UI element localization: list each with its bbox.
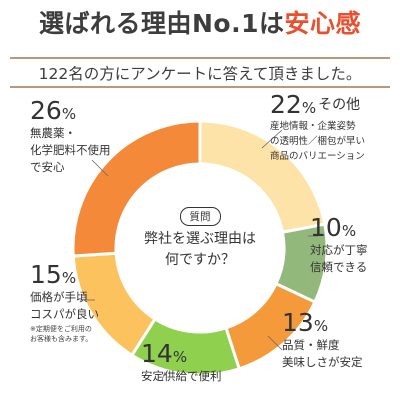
pct-unit-service: %: [341, 222, 357, 240]
desc-quality-1: 品質・鮮度: [282, 338, 340, 352]
desc-price-1: 価格が手頃: [30, 290, 88, 304]
desc-other-1: 産地情報・企業姿勢: [270, 121, 356, 132]
desc-service-2: 信頼できる: [310, 260, 368, 274]
pct-value-supply: 14: [141, 339, 173, 368]
headline-prefix: 選ばれる理由No.1は: [38, 9, 285, 38]
pct-suffix-other: その他: [318, 97, 361, 113]
desc-organic-2: 化学肥料不使用: [30, 143, 111, 157]
slice-organic: [71, 119, 202, 258]
question-text: 弊社を選ぶ理由は 何ですか？: [135, 229, 265, 271]
pct-unit-supply: %: [172, 348, 188, 366]
label-service: 10% 対応が丁寧 信頼できる: [310, 215, 368, 276]
center-question: 質問 弊社を選ぶ理由は 何ですか？: [135, 205, 265, 271]
question-badge: 質問: [179, 207, 221, 226]
label-quality: 13% 品質・鮮度 美味しさが安定: [282, 310, 363, 371]
desc-other-2: の透明性／梱包が早い: [270, 136, 366, 147]
headline-highlight: 安心感: [284, 9, 361, 38]
leader-supply: [161, 371, 166, 381]
note-price-1: ※定期便をご利用の: [30, 325, 92, 333]
desc-other-3: 商品のバリエーション: [270, 151, 365, 162]
divider-top: [10, 57, 390, 59]
divider-bottom: [10, 86, 390, 88]
pct-unit-quality: %: [313, 317, 329, 335]
desc-service-1: 対応が丁寧: [310, 243, 368, 257]
pct-value-other: 22: [270, 90, 302, 119]
desc-supply-1: 安定供給で便利: [141, 369, 222, 383]
pct-value-quality: 13: [282, 308, 314, 337]
headline: 選ばれる理由No.1は安心感: [0, 4, 400, 40]
question-line-1: 弊社を選ぶ理由は: [144, 231, 256, 247]
pct-unit-other: %: [301, 99, 317, 117]
pct-unit-organic: %: [61, 105, 77, 123]
pct-value-organic: 26: [30, 96, 62, 125]
label-supply: 14% 安定供給で便利: [141, 341, 222, 385]
leader-organic: [91, 159, 109, 177]
question-line-2: 何ですか？: [165, 252, 235, 268]
desc-organic-3: で安心: [30, 160, 65, 174]
label-other: 22% その他 産地情報・企業姿勢 の透明性／梱包が早い 商品のバリエーション: [270, 92, 365, 164]
desc-price-2: コスパが良い: [30, 307, 99, 321]
subtitle: 122名の方にアンケートに答えて頂きました。: [38, 65, 362, 83]
leader-quality: [267, 335, 283, 351]
note-price-2: お客様も含みます。: [30, 335, 93, 343]
label-price: 15% 価格が手頃 コスパが良い ※定期便をご利用の お客様も含みます。: [30, 262, 99, 344]
pct-value-price: 15: [30, 260, 62, 289]
pct-value-service: 10: [310, 213, 342, 242]
leader-other: [261, 129, 283, 149]
pct-unit-price: %: [61, 269, 77, 287]
label-organic: 26% 無農薬・ 化学肥料不使用 で安心: [30, 98, 111, 176]
desc-organic-1: 無農薬・: [30, 126, 76, 140]
desc-quality-2: 美味しさが安定: [282, 355, 363, 369]
